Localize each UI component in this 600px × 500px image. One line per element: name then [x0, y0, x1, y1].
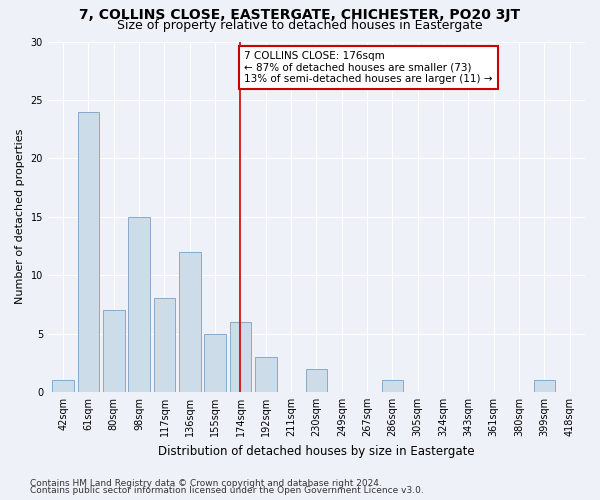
Bar: [52, 380, 74, 392]
Text: 7 COLLINS CLOSE: 176sqm
← 87% of detached houses are smaller (73)
13% of semi-de: 7 COLLINS CLOSE: 176sqm ← 87% of detache…: [244, 51, 493, 84]
Text: Contains public sector information licensed under the Open Government Licence v3: Contains public sector information licen…: [30, 486, 424, 495]
Text: Size of property relative to detached houses in Eastergate: Size of property relative to detached ho…: [117, 18, 483, 32]
Bar: [77, 112, 99, 392]
Bar: [179, 252, 200, 392]
Bar: [128, 216, 150, 392]
Text: 7, COLLINS CLOSE, EASTERGATE, CHICHESTER, PO20 3JT: 7, COLLINS CLOSE, EASTERGATE, CHICHESTER…: [79, 8, 521, 22]
Bar: [533, 380, 555, 392]
X-axis label: Distribution of detached houses by size in Eastergate: Distribution of detached houses by size …: [158, 444, 475, 458]
Bar: [305, 368, 327, 392]
Bar: [154, 298, 175, 392]
Bar: [230, 322, 251, 392]
Bar: [382, 380, 403, 392]
Bar: [103, 310, 125, 392]
Bar: [205, 334, 226, 392]
Y-axis label: Number of detached properties: Number of detached properties: [15, 129, 25, 304]
Bar: [255, 357, 277, 392]
Text: Contains HM Land Registry data © Crown copyright and database right 2024.: Contains HM Land Registry data © Crown c…: [30, 478, 382, 488]
